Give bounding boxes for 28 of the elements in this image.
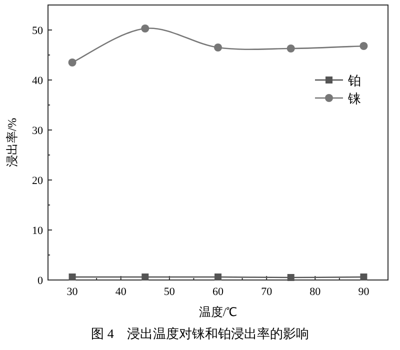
x-tick-label: 90 (358, 286, 370, 298)
y-axis-title: 浸出率/% (5, 118, 19, 168)
y-tick-label: 40 (32, 75, 44, 87)
point (68, 58, 76, 66)
y-tick-label: 10 (32, 225, 44, 237)
y-tick-label: 20 (32, 175, 44, 187)
point (214, 44, 222, 52)
x-tick-label: 70 (261, 286, 273, 298)
x-tick-label: 40 (115, 286, 127, 298)
point (360, 42, 368, 50)
point (360, 274, 368, 280)
y-tick-label: 50 (32, 25, 44, 37)
x-tick-label: 30 (66, 286, 78, 298)
point (68, 274, 76, 280)
point (214, 274, 222, 280)
x-tick-label: 60 (212, 286, 224, 298)
x-tick-label: 50 (164, 286, 176, 298)
legend-label: 铼 (347, 91, 361, 106)
point (142, 274, 149, 280)
point (141, 24, 150, 32)
y-tick-label: 30 (32, 125, 44, 137)
caption: 图 4 浸出温度对铼和铂浸出率的影响 (91, 326, 309, 341)
legend-label: 铂 (347, 73, 361, 88)
x-axis-title: 温度/℃ (198, 305, 238, 319)
point (287, 274, 294, 281)
x-tick-label: 80 (310, 286, 322, 298)
y-tick-label: 0 (38, 275, 44, 287)
point (286, 44, 295, 52)
